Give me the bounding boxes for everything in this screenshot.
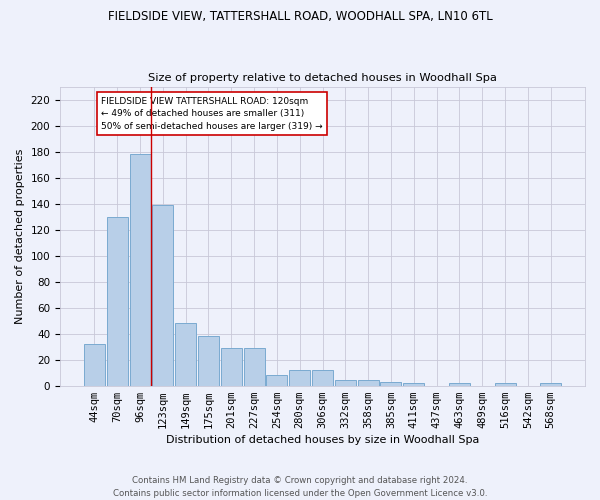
Title: Size of property relative to detached houses in Woodhall Spa: Size of property relative to detached ho… bbox=[148, 73, 497, 83]
Bar bbox=[358, 380, 379, 386]
Bar bbox=[540, 383, 561, 386]
Bar bbox=[244, 348, 265, 386]
Bar bbox=[175, 324, 196, 386]
Bar bbox=[198, 336, 219, 386]
Bar bbox=[289, 370, 310, 386]
Bar bbox=[380, 382, 401, 386]
Bar bbox=[107, 216, 128, 386]
Text: FIELDSIDE VIEW TATTERSHALL ROAD: 120sqm
← 49% of detached houses are smaller (31: FIELDSIDE VIEW TATTERSHALL ROAD: 120sqm … bbox=[101, 97, 323, 131]
Y-axis label: Number of detached properties: Number of detached properties bbox=[15, 148, 25, 324]
Bar bbox=[152, 205, 173, 386]
Bar bbox=[403, 383, 424, 386]
Text: Contains HM Land Registry data © Crown copyright and database right 2024.
Contai: Contains HM Land Registry data © Crown c… bbox=[113, 476, 487, 498]
Bar bbox=[221, 348, 242, 386]
Bar bbox=[449, 383, 470, 386]
Bar bbox=[130, 154, 151, 386]
Text: FIELDSIDE VIEW, TATTERSHALL ROAD, WOODHALL SPA, LN10 6TL: FIELDSIDE VIEW, TATTERSHALL ROAD, WOODHA… bbox=[107, 10, 493, 23]
X-axis label: Distribution of detached houses by size in Woodhall Spa: Distribution of detached houses by size … bbox=[166, 435, 479, 445]
Bar bbox=[312, 370, 333, 386]
Bar bbox=[266, 376, 287, 386]
Bar bbox=[84, 344, 105, 386]
Bar bbox=[335, 380, 356, 386]
Bar bbox=[494, 383, 515, 386]
